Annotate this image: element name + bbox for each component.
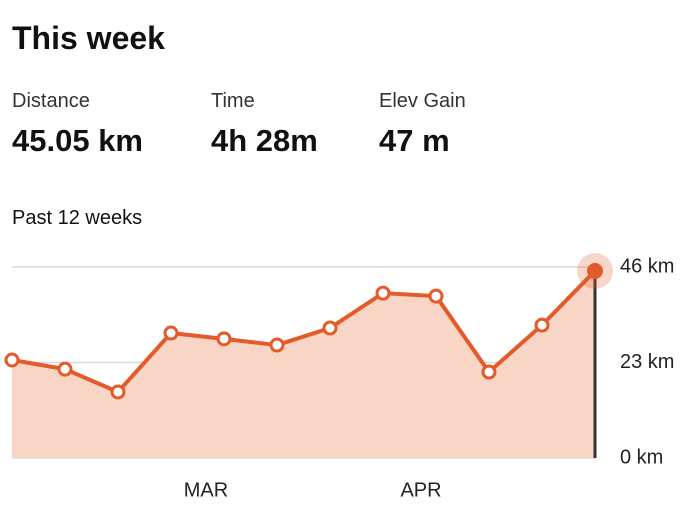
point — [4, 352, 20, 368]
point — [481, 364, 497, 380]
area — [12, 270, 595, 458]
stat-label: Elev Gain — [379, 90, 466, 112]
y-tick-label: 46 km — [620, 255, 674, 277]
stat-value: 47 m — [379, 123, 450, 158]
point — [375, 285, 391, 301]
stat: Distance 45.05 km — [12, 90, 143, 159]
title: This week — [12, 20, 165, 56]
stat-value: 45.05 km — [12, 123, 143, 158]
y-tick-label: 23 km — [620, 351, 674, 373]
point — [534, 317, 550, 333]
point — [587, 262, 603, 279]
point — [216, 331, 232, 347]
point — [57, 361, 73, 377]
stat-label: Time — [211, 90, 255, 112]
stat-label: Distance — [12, 90, 90, 112]
stat-value: 4h 28m — [211, 123, 318, 158]
point — [110, 384, 126, 400]
x-month-label: APR — [400, 479, 441, 501]
point — [269, 337, 285, 353]
chart-subtitle: Past 12 weeks — [12, 207, 143, 229]
point — [163, 325, 179, 341]
stat: Time 4h 28m — [211, 90, 318, 159]
x-month-label: MAR — [184, 479, 228, 501]
y-tick-label: 0 km — [620, 446, 663, 468]
point — [322, 320, 338, 336]
point — [428, 288, 444, 304]
line — [11, 269, 597, 394]
stat: Elev Gain 47 m — [379, 90, 466, 159]
